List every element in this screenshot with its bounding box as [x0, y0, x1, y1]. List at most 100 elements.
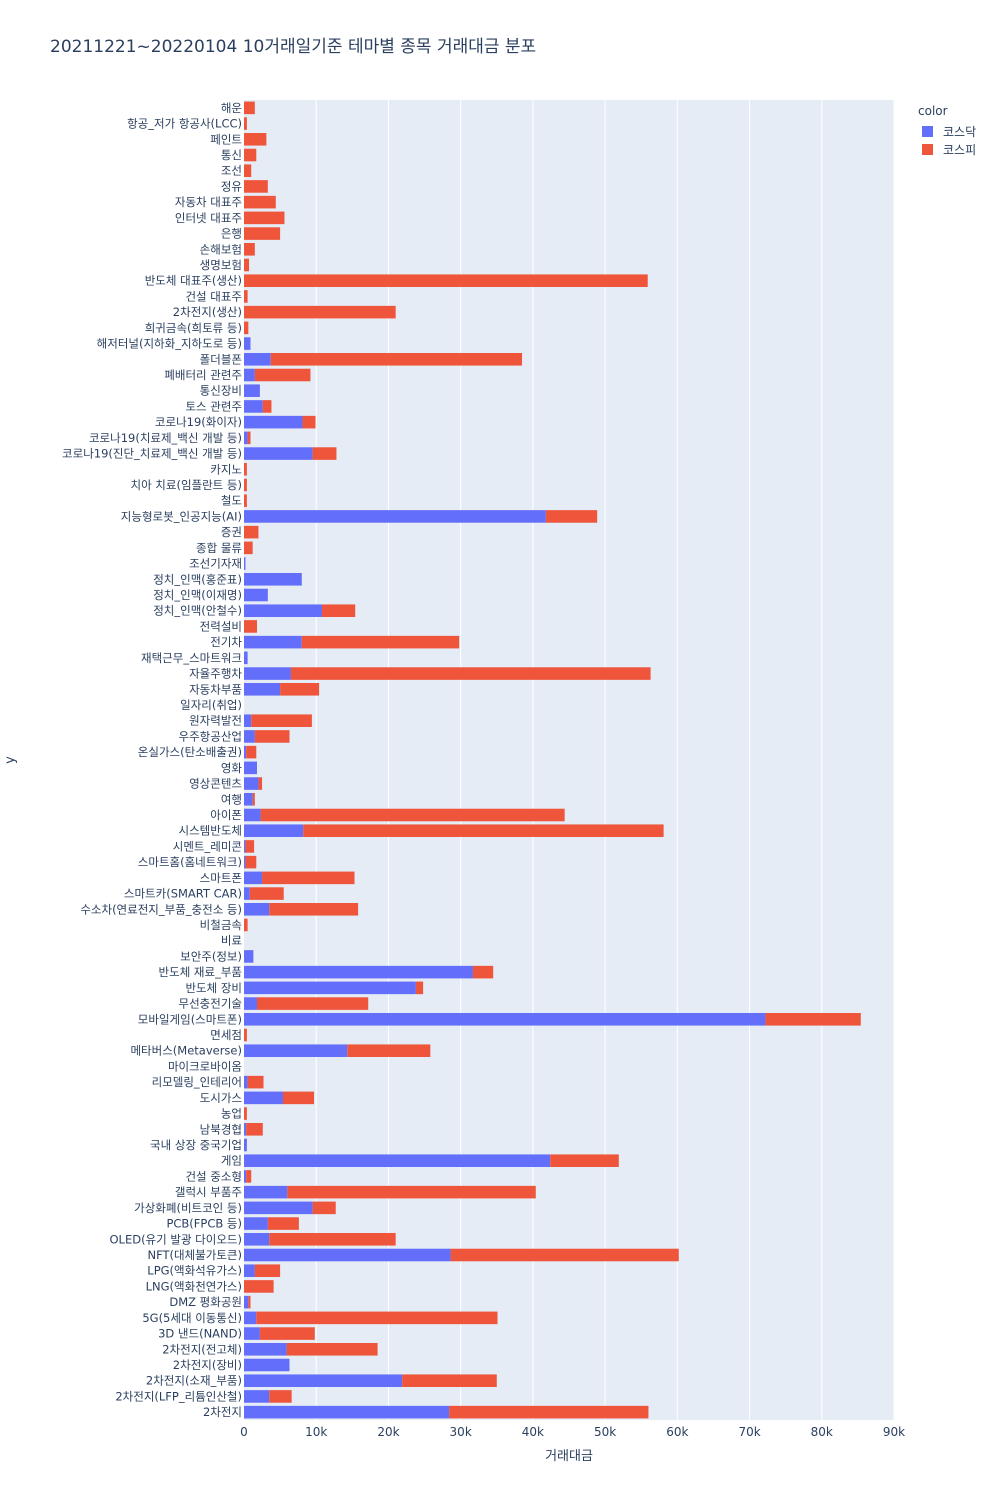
- bar-kosdaq[interactable]: [244, 1217, 268, 1230]
- bar-kospi[interactable]: [267, 1217, 299, 1230]
- bar-kospi[interactable]: [247, 431, 251, 445]
- bar-kospi[interactable]: [545, 510, 598, 523]
- bar-kosdaq[interactable]: [244, 573, 302, 586]
- bar-kospi[interactable]: [245, 855, 257, 869]
- bar-kospi[interactable]: [449, 1405, 649, 1419]
- bar-kosdaq[interactable]: [244, 368, 255, 382]
- bar-kospi[interactable]: [472, 965, 494, 979]
- bar-kospi[interactable]: [244, 1280, 274, 1293]
- bar-kosdaq[interactable]: [244, 1358, 290, 1372]
- bar-kospi[interactable]: [244, 290, 248, 303]
- bar-kospi[interactable]: [270, 353, 523, 366]
- bar-kosdaq[interactable]: [244, 824, 304, 837]
- bar-kosdaq[interactable]: [244, 950, 254, 963]
- bar-kosdaq[interactable]: [244, 1327, 260, 1340]
- bar-kospi[interactable]: [254, 1264, 281, 1277]
- bar-kospi[interactable]: [259, 1327, 315, 1340]
- bar-kospi[interactable]: [262, 871, 355, 885]
- bar-kosdaq[interactable]: [244, 1138, 247, 1152]
- bar-kospi[interactable]: [244, 243, 255, 256]
- bar-kosdaq[interactable]: [244, 1311, 257, 1325]
- bar-kospi[interactable]: [244, 180, 268, 193]
- bar-kospi[interactable]: [402, 1374, 497, 1387]
- bar-kospi[interactable]: [244, 164, 252, 177]
- bar-kosdaq[interactable]: [244, 384, 260, 397]
- bar-kospi[interactable]: [244, 274, 648, 287]
- bar-kosdaq[interactable]: [244, 1390, 270, 1403]
- bar-kospi[interactable]: [244, 305, 396, 319]
- bar-kospi[interactable]: [257, 997, 369, 1010]
- bar-kosdaq[interactable]: [244, 965, 473, 979]
- bar-kosdaq[interactable]: [244, 1405, 450, 1419]
- bar-kospi[interactable]: [244, 195, 276, 209]
- bar-kosdaq[interactable]: [244, 667, 291, 680]
- bar-kosdaq[interactable]: [244, 808, 261, 822]
- bar-kosdaq[interactable]: [244, 871, 263, 885]
- bar-kosdaq[interactable]: [244, 745, 247, 759]
- legend-item-kospi[interactable]: 코스피: [922, 140, 976, 158]
- bar-kospi[interactable]: [244, 101, 255, 115]
- bar-kosdaq[interactable]: [244, 447, 313, 460]
- bar-kosdaq[interactable]: [244, 730, 255, 743]
- bar-kosdaq[interactable]: [244, 683, 281, 696]
- bar-kosdaq[interactable]: [244, 761, 257, 775]
- bar-kospi[interactable]: [303, 824, 664, 837]
- bar-kosdaq[interactable]: [244, 415, 303, 429]
- bar-kosdaq[interactable]: [244, 1185, 288, 1199]
- bar-kosdaq[interactable]: [244, 714, 252, 727]
- bar-kosdaq[interactable]: [244, 1170, 247, 1183]
- bar-kospi[interactable]: [269, 903, 359, 916]
- bar-kosdaq[interactable]: [244, 1233, 270, 1246]
- bar-kospi[interactable]: [269, 1390, 292, 1403]
- bar-kosdaq[interactable]: [244, 1091, 283, 1105]
- bar-kospi[interactable]: [286, 1343, 378, 1356]
- bar-kosdaq[interactable]: [244, 588, 268, 602]
- bar-kospi[interactable]: [290, 667, 651, 680]
- bar-kospi[interactable]: [258, 777, 263, 790]
- bar-kosdaq[interactable]: [244, 1264, 255, 1277]
- bar-kospi[interactable]: [244, 1028, 247, 1042]
- bar-kospi[interactable]: [283, 1091, 315, 1105]
- bar-kospi[interactable]: [260, 808, 565, 822]
- bar-kospi[interactable]: [244, 1107, 247, 1120]
- bar-kosdaq[interactable]: [244, 1154, 551, 1167]
- bar-kospi[interactable]: [244, 541, 253, 555]
- bar-kosdaq[interactable]: [244, 981, 416, 995]
- bar-kospi[interactable]: [244, 525, 259, 539]
- bar-kosdaq[interactable]: [244, 557, 246, 570]
- bar-kospi[interactable]: [312, 447, 337, 460]
- bar-kospi[interactable]: [248, 1295, 251, 1309]
- bar-kospi[interactable]: [244, 258, 250, 272]
- bar-kospi[interactable]: [244, 321, 249, 335]
- bar-kospi[interactable]: [246, 1123, 263, 1136]
- bar-kosdaq[interactable]: [244, 1374, 403, 1387]
- bar-kospi[interactable]: [244, 148, 257, 162]
- bar-kospi[interactable]: [244, 478, 247, 492]
- bar-kospi[interactable]: [244, 133, 267, 146]
- bar-kospi[interactable]: [247, 1075, 264, 1089]
- bar-kospi[interactable]: [262, 400, 272, 413]
- bar-kospi[interactable]: [245, 840, 255, 853]
- legend-item-kosdaq[interactable]: 코스닥: [922, 122, 976, 140]
- bar-kosdaq[interactable]: [244, 793, 253, 806]
- bar-kosdaq[interactable]: [244, 1075, 248, 1089]
- bar-kospi[interactable]: [347, 1044, 431, 1057]
- bar-kosdaq[interactable]: [244, 1295, 249, 1309]
- bar-kosdaq[interactable]: [244, 903, 270, 916]
- bar-kospi[interactable]: [450, 1248, 679, 1262]
- bar-kospi[interactable]: [256, 1311, 498, 1325]
- bar-kosdaq[interactable]: [244, 1201, 313, 1215]
- bar-kospi[interactable]: [244, 463, 247, 476]
- bar-kospi[interactable]: [302, 415, 316, 429]
- bar-kosdaq[interactable]: [244, 855, 246, 869]
- bar-kospi[interactable]: [244, 620, 257, 633]
- bar-kosdaq[interactable]: [244, 510, 546, 523]
- bar-kospi[interactable]: [415, 981, 424, 995]
- bar-kosdaq[interactable]: [244, 887, 250, 900]
- bar-kosdaq[interactable]: [244, 1044, 348, 1057]
- bar-kosdaq[interactable]: [244, 1123, 247, 1136]
- bar-kosdaq[interactable]: [244, 840, 246, 853]
- bar-kospi[interactable]: [269, 1233, 396, 1246]
- bar-kospi[interactable]: [246, 1170, 252, 1183]
- bar-kospi[interactable]: [765, 1013, 861, 1026]
